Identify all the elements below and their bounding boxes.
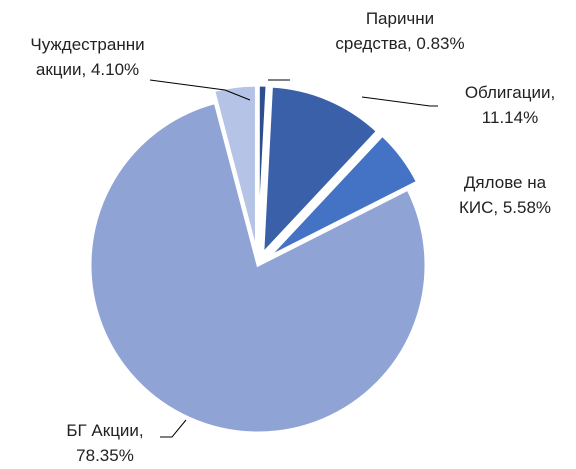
leader-line [149,79,251,101]
category-label: Парични средства [335,9,435,53]
pie-slice [260,84,380,258]
category-label: Чуждестранни акции [30,35,145,79]
value-label: 5.58% [502,198,552,217]
value-label: 0.83% [416,34,465,53]
value-label: 4.10% [90,60,140,79]
data-label: БГ Акции, 78.35% [66,421,144,465]
pie-slice [256,83,269,254]
leader-line [361,96,438,107]
leader-line [160,419,187,438]
category-label: БГ Акции [66,421,139,440]
data-label: Парични средства, 0.83% [335,9,465,53]
data-label: Чуждестранни акции, 4.10% [30,35,145,79]
pie-slice [266,132,420,260]
data-label: Облигации, 11.14% [464,83,556,127]
leader-lines [149,79,438,438]
pie-slice [88,100,428,435]
value-label: 11.14% [481,108,539,127]
value-label: 78.35% [76,446,134,465]
data-label: Дялове на КИС, 5.58% [458,173,552,217]
category-label: Облигации [464,83,551,102]
category-label: Дялове на КИС [458,173,547,217]
pie-slice [211,83,258,254]
